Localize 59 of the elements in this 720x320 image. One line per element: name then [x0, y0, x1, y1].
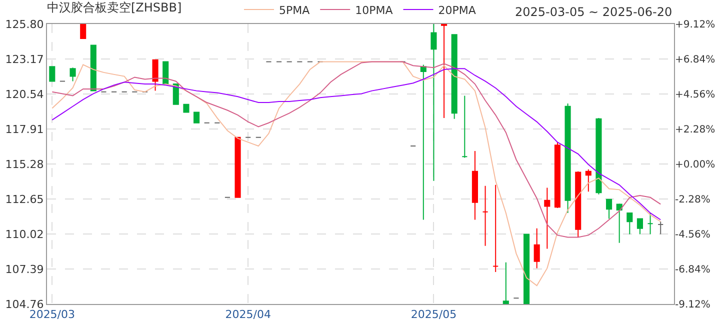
- chart-title: 中汉胶合板卖空[ZHSBB]: [47, 0, 182, 15]
- y2-tick-label: -9.12%: [675, 300, 710, 310]
- candlestick: [451, 34, 458, 120]
- x-tick-label: 2025/04: [225, 308, 271, 320]
- x-tick-label: 2025/05: [410, 308, 457, 320]
- legend-label: 5PMA: [279, 4, 310, 17]
- y-tick-label: 112.65: [5, 192, 44, 206]
- candlestick: [172, 84, 179, 105]
- x-tick-label: 2025/03: [29, 308, 76, 320]
- candlestick: [575, 170, 582, 238]
- candlestick: [234, 136, 241, 198]
- y-tick-label: 110.02: [5, 228, 44, 241]
- candlestick: [544, 187, 550, 250]
- candlestick: [80, 24, 86, 40]
- y2-tick-label: -6.84%: [675, 264, 710, 276]
- y2-tick-label: +9.12%: [675, 20, 716, 30]
- candlestick: [70, 67, 76, 82]
- candlestick: [524, 234, 530, 304]
- candlestick: [49, 66, 56, 82]
- candlestick: [564, 102, 571, 214]
- candlestick: [441, 24, 448, 118]
- y2-tick-label: +6.84%: [675, 54, 716, 66]
- y2-tick-label: +2.28%: [675, 124, 716, 136]
- candlestick: [658, 221, 664, 235]
- candlestick: [636, 218, 643, 235]
- candlestick: [647, 212, 654, 235]
- candlestick: [534, 228, 540, 269]
- candlestick: [162, 61, 169, 85]
- y-tick-label: 117.91: [5, 122, 44, 136]
- candlestick: [554, 142, 560, 209]
- candlestick: [472, 150, 478, 220]
- y-tick-label: 125.80: [5, 18, 44, 31]
- text: 2025-03-05 ~ 2025-06-20: [515, 5, 672, 19]
- legend-label: 20PMA: [438, 4, 476, 17]
- candlestick: [152, 59, 158, 92]
- candlestick: [194, 112, 200, 124]
- y-tick-label: 115.28: [5, 158, 44, 171]
- candlestick: [420, 64, 426, 220]
- y-tick-label: 120.54: [5, 88, 44, 101]
- legend-label: 10PMA: [355, 4, 394, 17]
- y-tick-label: 107.39: [5, 262, 44, 276]
- candlestick: [183, 104, 190, 113]
- candlestick: [462, 95, 468, 158]
- y-tick-label: 123.17: [5, 52, 44, 66]
- candlestick: [626, 212, 633, 235]
- line-series: [52, 61, 662, 286]
- candlestick: [616, 203, 622, 244]
- candlestick: [502, 262, 509, 304]
- candlestick: [482, 185, 488, 246]
- y2-tick-label: +0.00%: [675, 160, 716, 170]
- y2-tick-label: +4.56%: [675, 90, 716, 100]
- candlestick: [596, 117, 602, 195]
- y2-tick-label: -4.56%: [675, 230, 710, 240]
- y2-tick-label: -2.28%: [675, 194, 710, 206]
- candlestick: [492, 184, 499, 273]
- candlestick: [585, 168, 592, 192]
- candlestick: [90, 44, 96, 92]
- candlestick: [606, 198, 612, 220]
- y-tick-label: 104.76: [5, 298, 44, 311]
